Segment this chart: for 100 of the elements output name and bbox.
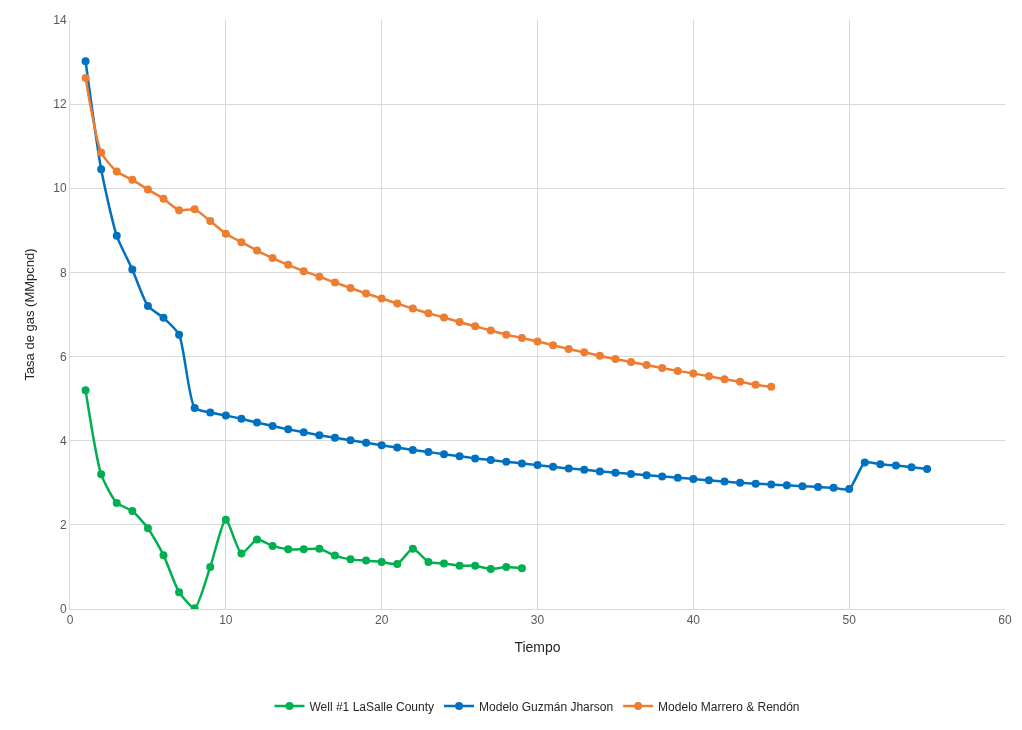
point bbox=[860, 458, 869, 467]
point bbox=[175, 206, 184, 215]
point bbox=[502, 457, 511, 466]
point bbox=[112, 167, 121, 176]
y-tick-label: 2 bbox=[59, 518, 67, 533]
point bbox=[876, 460, 885, 469]
point bbox=[471, 454, 480, 463]
point bbox=[237, 414, 246, 423]
point bbox=[704, 372, 713, 381]
point bbox=[81, 386, 90, 395]
point bbox=[440, 313, 448, 322]
point bbox=[346, 555, 355, 564]
point bbox=[658, 472, 667, 481]
point bbox=[486, 326, 495, 335]
point bbox=[330, 433, 339, 442]
point bbox=[128, 175, 137, 184]
point bbox=[517, 459, 526, 468]
point bbox=[159, 551, 168, 560]
y-tick-label: 10 bbox=[53, 181, 67, 196]
point bbox=[362, 289, 371, 298]
point bbox=[580, 465, 589, 474]
point bbox=[751, 380, 760, 389]
legend-label: Modelo Guzmán Jharson bbox=[479, 699, 614, 714]
y-tick-label: 12 bbox=[53, 97, 67, 112]
x-tick-label: 20 bbox=[374, 613, 389, 628]
point bbox=[408, 304, 417, 313]
point bbox=[97, 165, 106, 174]
y-tick-label: 4 bbox=[59, 433, 67, 448]
point bbox=[549, 462, 558, 471]
point bbox=[128, 265, 137, 274]
y-axis-title: Tasa de gas (MMpcnd) bbox=[22, 248, 38, 381]
point bbox=[159, 194, 168, 203]
point bbox=[112, 498, 121, 507]
point bbox=[424, 448, 433, 457]
x-axis-title: Tiempo bbox=[514, 638, 561, 655]
point bbox=[253, 535, 261, 544]
point bbox=[564, 464, 573, 473]
point bbox=[486, 565, 495, 574]
point bbox=[440, 559, 448, 568]
point bbox=[299, 428, 308, 437]
point bbox=[549, 341, 558, 350]
point bbox=[284, 545, 293, 554]
point bbox=[704, 476, 713, 485]
point bbox=[393, 559, 402, 568]
point bbox=[767, 382, 776, 391]
point bbox=[814, 482, 822, 491]
point bbox=[907, 463, 916, 472]
point bbox=[253, 418, 261, 427]
point bbox=[377, 294, 386, 303]
point bbox=[533, 337, 542, 346]
point bbox=[393, 299, 402, 308]
point bbox=[440, 450, 448, 459]
x-tick-label: 10 bbox=[219, 613, 233, 628]
point bbox=[268, 421, 277, 430]
point bbox=[143, 185, 152, 194]
point bbox=[751, 479, 760, 488]
point bbox=[720, 375, 729, 384]
point bbox=[471, 561, 480, 570]
point bbox=[642, 471, 651, 480]
point bbox=[330, 278, 339, 287]
point bbox=[471, 322, 480, 331]
y-tick-label: 0 bbox=[59, 602, 67, 617]
point bbox=[377, 557, 386, 566]
point bbox=[97, 470, 106, 479]
point bbox=[486, 456, 495, 465]
point bbox=[595, 351, 604, 360]
point bbox=[642, 360, 651, 369]
point bbox=[346, 436, 355, 445]
point bbox=[517, 334, 526, 343]
point bbox=[128, 506, 137, 515]
x-tick-label: 30 bbox=[530, 613, 545, 628]
point bbox=[736, 478, 745, 487]
x-tick-label: 40 bbox=[686, 613, 701, 628]
point bbox=[408, 445, 417, 454]
point bbox=[424, 309, 433, 318]
point bbox=[720, 477, 729, 486]
point bbox=[611, 468, 620, 477]
point bbox=[580, 348, 589, 357]
point bbox=[891, 461, 900, 470]
point bbox=[253, 246, 261, 255]
point bbox=[798, 482, 807, 491]
point bbox=[455, 318, 464, 327]
point bbox=[206, 217, 215, 226]
point bbox=[221, 229, 230, 238]
x-tick-label: 60 bbox=[998, 613, 1012, 628]
point bbox=[315, 544, 324, 553]
point bbox=[595, 467, 604, 476]
point bbox=[112, 231, 121, 240]
point bbox=[377, 441, 386, 450]
point bbox=[362, 438, 371, 447]
point bbox=[143, 524, 152, 533]
point bbox=[221, 411, 230, 420]
point bbox=[611, 355, 620, 364]
point bbox=[206, 408, 215, 417]
y-tick-label: 8 bbox=[59, 265, 67, 280]
point bbox=[627, 358, 635, 367]
point bbox=[658, 363, 667, 372]
point bbox=[767, 480, 776, 489]
point bbox=[159, 313, 168, 322]
point bbox=[330, 551, 339, 560]
